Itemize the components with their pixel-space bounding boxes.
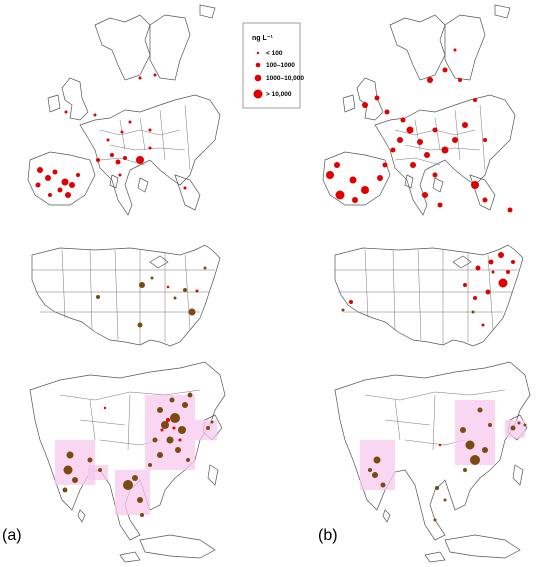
asia-density-a: [55, 395, 217, 515]
panel-label-a: (a): [2, 527, 22, 544]
legend-marker-gt10000: [253, 89, 263, 99]
asia-density-b: [360, 400, 525, 490]
legend-marker-lt100: [256, 51, 260, 55]
legend-label-1000-10000: 1000–10,000: [266, 75, 304, 82]
legend-box: [242, 22, 301, 109]
europe-markers-a: [35, 73, 187, 198]
usa-markers-a: [96, 266, 207, 328]
asia-markers-a: [62, 392, 214, 517]
legend-label-lt100: < 100: [266, 50, 283, 57]
europe-map-b: [322, 4, 516, 216]
panel-label-b: (b): [318, 527, 338, 544]
europe-markers-b: [326, 48, 513, 213]
legend-label-gt10000: > 10,000: [266, 91, 292, 98]
usa-markers-b: [341, 252, 515, 327]
legend-marker-100-1000: [255, 62, 261, 68]
usa-map-b: [334, 244, 524, 347]
legend-title: ng L⁻¹: [252, 35, 273, 42]
usa-map-a: [31, 244, 221, 347]
legend-label-100-1000: 100–1000: [266, 62, 295, 69]
legend-marker-1000-10000: [254, 74, 262, 82]
asia-markers-b: [368, 407, 527, 522]
europe-map-a: [27, 4, 221, 216]
legend: ng L⁻¹ < 100 100–1000 1000–10,000 > 10,0…: [242, 22, 304, 109]
